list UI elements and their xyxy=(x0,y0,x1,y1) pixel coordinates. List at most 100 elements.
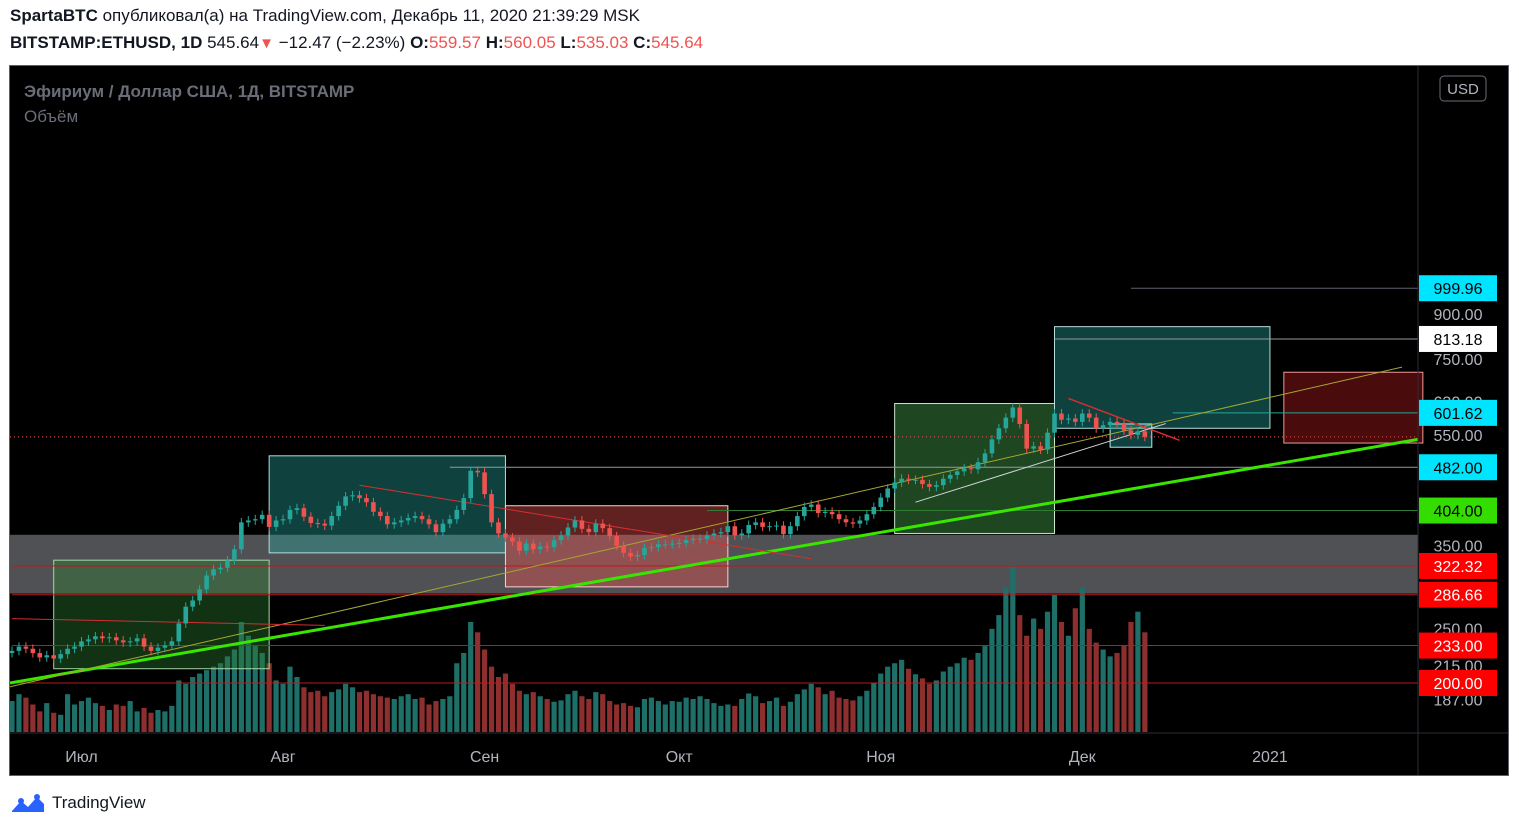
candle xyxy=(947,475,953,479)
candle xyxy=(246,520,251,523)
candle xyxy=(669,543,675,545)
volume-bar xyxy=(1003,587,1009,732)
candle xyxy=(107,637,112,639)
candle xyxy=(419,516,425,520)
open-value: 559.57 xyxy=(428,33,481,52)
price-label xyxy=(1419,325,1497,352)
candle xyxy=(663,544,668,546)
volume-bar xyxy=(224,656,231,732)
candle xyxy=(989,439,995,454)
resistance-line xyxy=(11,618,325,626)
candle xyxy=(329,516,334,526)
candle xyxy=(586,528,592,533)
volume-bar xyxy=(475,632,481,732)
x-tick-label: Окт xyxy=(666,749,694,766)
candle xyxy=(141,638,147,647)
resistance-line xyxy=(359,484,812,560)
candle xyxy=(1045,432,1050,450)
candle xyxy=(781,525,786,535)
volume-bar xyxy=(9,701,15,732)
volume-bar xyxy=(231,649,237,732)
candle xyxy=(412,516,418,518)
candle xyxy=(475,470,480,473)
candle xyxy=(683,540,689,543)
candle xyxy=(378,511,383,517)
volume-bar xyxy=(370,694,376,732)
candle xyxy=(690,538,696,541)
candle xyxy=(398,520,404,523)
candle xyxy=(232,549,237,561)
volume-bar xyxy=(210,666,217,732)
volume-bar xyxy=(1065,635,1071,732)
candle xyxy=(1121,423,1127,431)
candle xyxy=(1038,446,1043,450)
candle xyxy=(524,543,529,551)
candle xyxy=(259,514,265,520)
volume-bar xyxy=(120,705,126,732)
candle xyxy=(120,640,126,643)
volume-bar xyxy=(711,703,717,732)
volume-bar xyxy=(523,694,529,732)
candle xyxy=(767,526,772,528)
candle xyxy=(204,575,209,590)
y-tick-label: 550.00 xyxy=(1434,428,1483,445)
chart-frame[interactable] xyxy=(9,65,1509,776)
candle xyxy=(614,536,619,546)
candle xyxy=(1100,425,1106,429)
candle xyxy=(579,520,585,529)
candle xyxy=(461,498,467,510)
candle xyxy=(211,569,216,576)
candle xyxy=(718,532,724,534)
volume-bar xyxy=(961,657,967,732)
currency-button[interactable] xyxy=(1439,75,1487,102)
published-text: опубликовал(а) на TradingView.com, Декаб… xyxy=(102,6,640,25)
candle xyxy=(635,555,640,557)
volume-bar xyxy=(377,696,383,732)
candle xyxy=(544,546,550,548)
candle xyxy=(530,543,536,550)
volume-bar xyxy=(808,683,814,732)
price-label-text: 404.00 xyxy=(1434,504,1483,521)
volume-bar xyxy=(37,711,43,732)
candle xyxy=(739,533,745,536)
price-label-text: 601.62 xyxy=(1434,406,1483,423)
candle xyxy=(1080,413,1085,422)
candle xyxy=(371,502,376,512)
volume-bar xyxy=(1121,646,1127,732)
candle xyxy=(503,533,508,538)
volume-bar xyxy=(1142,632,1148,732)
candle xyxy=(1142,431,1148,437)
y-tick-label: 187.00 xyxy=(1434,693,1483,710)
volume-bar xyxy=(1079,587,1085,732)
volume-bar xyxy=(44,703,50,732)
tradingview-logo-icon xyxy=(12,794,44,812)
volume-bar xyxy=(113,704,119,732)
volume-bar xyxy=(690,699,696,732)
volume-bar xyxy=(676,701,682,732)
volume-bar xyxy=(530,692,536,732)
candle xyxy=(385,516,390,525)
author-name[interactable]: SpartaBTC xyxy=(10,6,98,25)
footer-brand[interactable]: TradingView xyxy=(10,792,146,814)
x-tick-label: Авг xyxy=(271,749,296,766)
volume-bar xyxy=(16,694,22,732)
volume-bar xyxy=(516,690,522,732)
volume-bar xyxy=(71,704,78,732)
candle xyxy=(273,520,279,527)
candle xyxy=(1093,417,1099,429)
volume-bar xyxy=(947,666,953,732)
zone-box xyxy=(1054,326,1271,429)
volume-bar xyxy=(301,687,307,732)
volume-bar xyxy=(495,677,502,732)
volume-bar xyxy=(669,701,675,732)
volume-bar xyxy=(600,694,606,732)
candle xyxy=(829,511,835,515)
volume-bar xyxy=(1107,656,1113,732)
last-price: 545.64 xyxy=(207,33,260,52)
candle xyxy=(127,641,133,643)
x-tick-label: 2021 xyxy=(1252,749,1288,766)
volume-bar xyxy=(648,697,654,732)
volume-bar xyxy=(1038,628,1044,732)
volume-bar xyxy=(384,697,390,732)
